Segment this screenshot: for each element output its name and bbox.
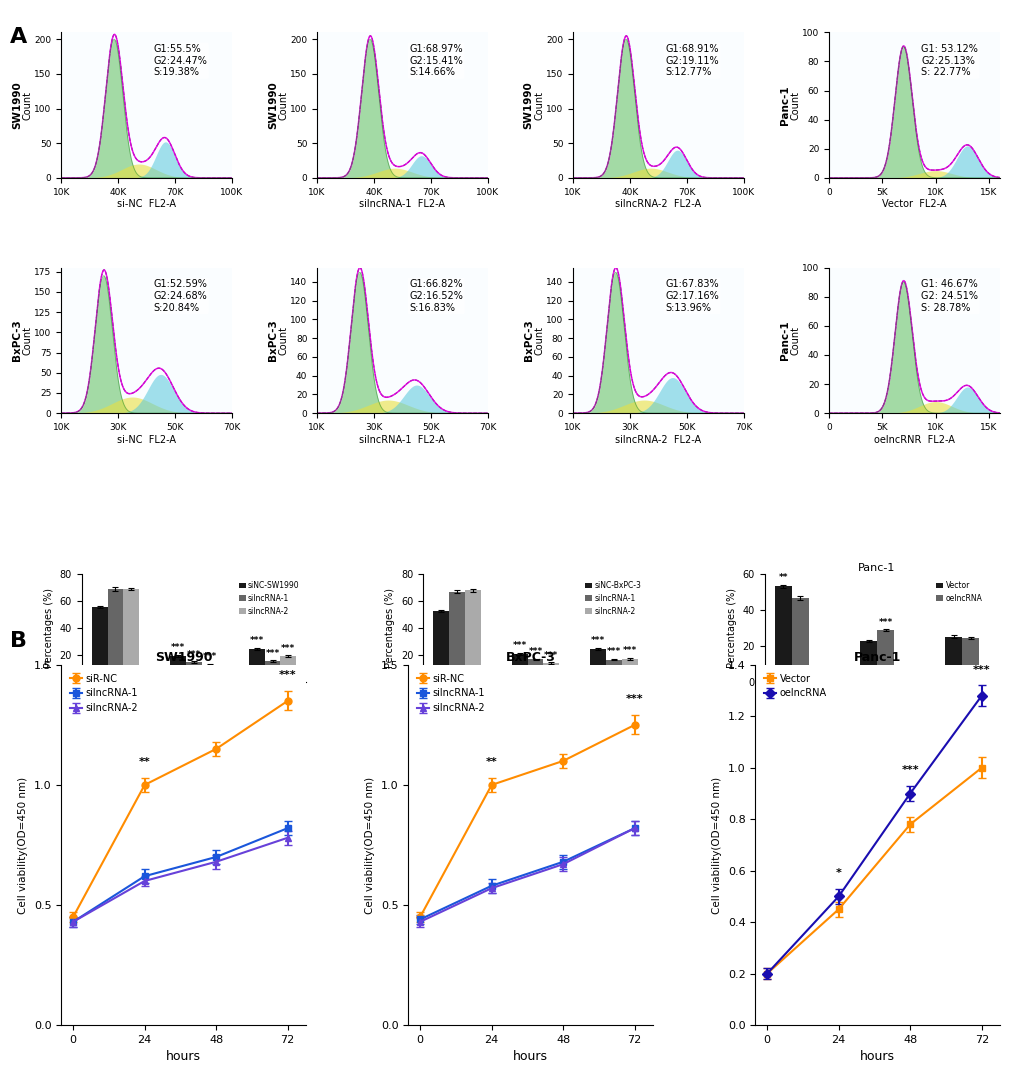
Text: ***: ***: [265, 648, 279, 657]
Text: ***: ***: [606, 647, 621, 656]
Text: G1:66.82%
G2:16.52%
S:16.83%: G1:66.82% G2:16.52% S:16.83%: [409, 279, 463, 313]
Bar: [170, 656, 185, 682]
Bar: [107, 589, 123, 682]
Bar: [433, 611, 448, 682]
X-axis label: si-NC  FL2-A: si-NC FL2-A: [117, 200, 176, 209]
X-axis label: silncRNA-1  FL2-A: silncRNA-1 FL2-A: [359, 200, 445, 209]
X-axis label: si-NC  FL2-A: si-NC FL2-A: [117, 435, 176, 445]
Text: Panc-1: Panc-1: [779, 320, 789, 360]
Text: B: B: [10, 631, 28, 652]
Y-axis label: Count: Count: [22, 91, 33, 120]
X-axis label: hours: hours: [513, 1050, 547, 1063]
Bar: [876, 630, 894, 682]
Y-axis label: Count: Count: [278, 91, 288, 120]
Bar: [961, 638, 978, 682]
Bar: [622, 659, 637, 682]
Bar: [774, 586, 791, 682]
Legend: siNC-BxPC-3, silncRNA-1, silncRNA-2: siNC-BxPC-3, silncRNA-1, silncRNA-2: [581, 578, 643, 618]
Legend: Vector, oelncRNA: Vector, oelncRNA: [932, 578, 984, 605]
Y-axis label: Count: Count: [534, 91, 544, 120]
Bar: [512, 654, 527, 682]
Bar: [791, 598, 808, 682]
Y-axis label: Cell viability(OD=450 nm): Cell viability(OD=450 nm): [18, 777, 29, 914]
Text: G1:68.97%
G2:15.41%
S:14.66%: G1:68.97% G2:15.41% S:14.66%: [409, 44, 463, 78]
Bar: [527, 659, 543, 682]
Text: G1:52.59%
G2:24.68%
S:20.84%: G1:52.59% G2:24.68% S:20.84%: [153, 279, 207, 313]
Text: ***: ***: [278, 670, 297, 681]
Bar: [590, 648, 605, 682]
Text: ***: ***: [877, 617, 892, 627]
Bar: [202, 665, 217, 682]
Bar: [264, 661, 280, 682]
Text: G1:55.5%
G2:24.47%
S:19.38%: G1:55.5% G2:24.47% S:19.38%: [153, 44, 207, 78]
X-axis label: Vector  FL2-A: Vector FL2-A: [881, 200, 946, 209]
X-axis label: hours: hours: [166, 1050, 201, 1063]
Text: ***: ***: [250, 637, 264, 645]
Bar: [859, 641, 876, 682]
Text: **: **: [777, 573, 788, 582]
Bar: [280, 656, 296, 682]
Y-axis label: Count: Count: [790, 91, 800, 120]
Text: ***: ***: [972, 665, 989, 674]
Text: ***: ***: [626, 695, 643, 705]
Text: ***: ***: [281, 643, 296, 653]
Title: SW1990: SW1990: [155, 651, 212, 664]
Legend: siNC-SW1990, silncRNA-1, silncRNA-2: siNC-SW1990, silncRNA-1, silncRNA-2: [235, 578, 303, 618]
Y-axis label: Count: Count: [22, 326, 33, 355]
Bar: [123, 589, 139, 682]
X-axis label: silncRNA-2  FL2-A: silncRNA-2 FL2-A: [614, 435, 701, 445]
Text: **: **: [139, 756, 151, 767]
Y-axis label: Count: Count: [790, 326, 800, 355]
Y-axis label: Cell viability(OD=450 nm): Cell viability(OD=450 nm): [365, 777, 375, 914]
Text: SW1990: SW1990: [12, 81, 21, 129]
Bar: [605, 659, 622, 682]
Text: ***: ***: [591, 636, 605, 645]
Y-axis label: Percentages (%): Percentages (%): [385, 588, 395, 668]
X-axis label: silncRNA-2  FL2-A: silncRNA-2 FL2-A: [614, 200, 701, 209]
Bar: [249, 648, 264, 682]
Text: **: **: [485, 756, 497, 767]
Text: BxPC-3: BxPC-3: [523, 319, 533, 361]
Bar: [92, 607, 107, 682]
Y-axis label: Count: Count: [278, 326, 288, 355]
Y-axis label: Count: Count: [534, 326, 544, 355]
Text: ***: ***: [528, 646, 542, 656]
Text: G1: 46.67%
G2: 24.51%
S: 28.78%: G1: 46.67% G2: 24.51% S: 28.78%: [920, 279, 977, 313]
Text: BxPC-3: BxPC-3: [268, 319, 277, 361]
Bar: [945, 637, 961, 682]
Legend: siR-NC, silncRNA-1, silncRNA-2: siR-NC, silncRNA-1, silncRNA-2: [66, 670, 142, 718]
Text: ***: ***: [622, 646, 636, 655]
Text: ***: ***: [186, 650, 201, 659]
Text: ***: ***: [901, 765, 918, 775]
Text: A: A: [10, 27, 28, 47]
Text: ***: ***: [543, 651, 557, 659]
Text: Panc-1: Panc-1: [779, 85, 789, 125]
Bar: [543, 664, 558, 682]
Text: SW1990: SW1990: [268, 81, 277, 129]
X-axis label: silncRNA-1  FL2-A: silncRNA-1 FL2-A: [359, 435, 445, 445]
Text: ***: ***: [203, 653, 217, 661]
Text: ***: ***: [513, 641, 527, 651]
Text: G1:67.83%
G2:17.16%
S:13.96%: G1:67.83% G2:17.16% S:13.96%: [664, 279, 718, 313]
Bar: [448, 591, 465, 682]
Y-axis label: Percentages (%): Percentages (%): [44, 588, 54, 668]
Bar: [185, 663, 202, 682]
Y-axis label: Cell viability(OD=450 nm): Cell viability(OD=450 nm): [711, 777, 721, 914]
Legend: Vector, oelncRNA: Vector, oelncRNA: [759, 670, 829, 702]
Title: Panc-1: Panc-1: [858, 563, 895, 573]
Legend: siR-NC, silncRNA-1, silncRNA-2: siR-NC, silncRNA-1, silncRNA-2: [413, 670, 488, 718]
Text: G1: 53.12%
G2:25.13%
S: 22.77%: G1: 53.12% G2:25.13% S: 22.77%: [920, 44, 977, 78]
Text: G1:68.91%
G2:19.11%
S:12.77%: G1:68.91% G2:19.11% S:12.77%: [664, 44, 718, 78]
Bar: [465, 590, 480, 682]
Text: ***: ***: [171, 643, 185, 652]
Text: SW1990: SW1990: [523, 81, 533, 129]
Y-axis label: Percentages (%): Percentages (%): [727, 588, 737, 668]
Text: BxPC-3: BxPC-3: [12, 319, 21, 361]
X-axis label: hours: hours: [859, 1050, 894, 1063]
Text: *: *: [835, 868, 841, 878]
Title: BxPC-3: BxPC-3: [505, 651, 554, 664]
X-axis label: oelncRNR  FL2-A: oelncRNR FL2-A: [873, 435, 954, 445]
Title: Panc-1: Panc-1: [853, 651, 900, 664]
